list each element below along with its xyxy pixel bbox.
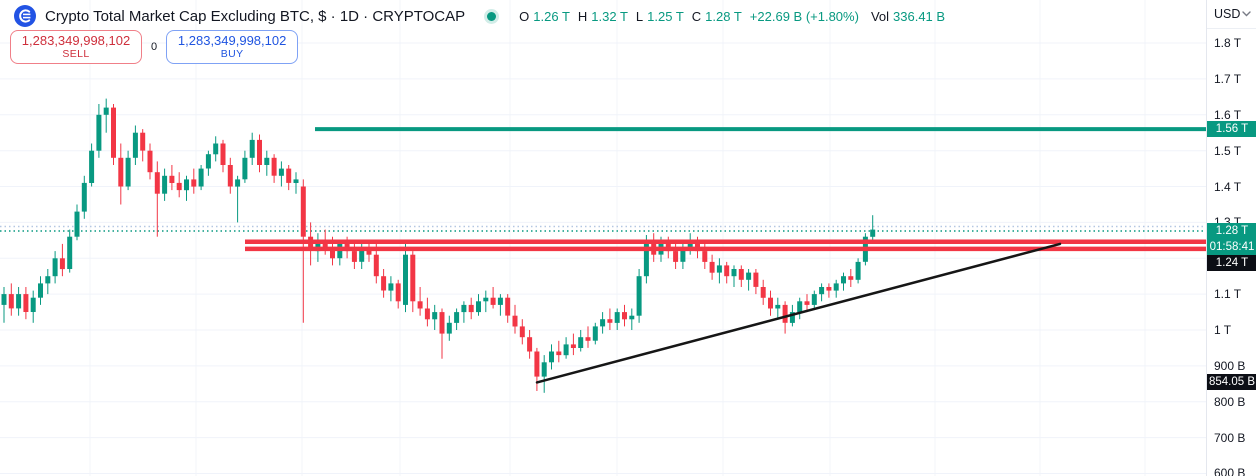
currency-label: USD [1214,7,1241,21]
chart-header: Crypto Total Market Cap Excluding BTC, $… [14,5,949,27]
axis-tick: 800 B [1214,395,1246,409]
volume-value: 336.41 B [893,8,946,24]
sell-label: SELL [62,48,90,61]
low-value: 1.25 T [647,8,684,24]
ohlc-readout: O 1.26 T H 1.32 T L 1.25 T C 1.28 T +22.69 B… [519,9,949,24]
axis-tick: 1 T [1214,323,1232,337]
sell-button[interactable]: 1,283,349,998,102 SELL [10,30,142,64]
countdown: 01:58:41 [1209,241,1255,253]
price-label-trendline-start: 854.05 B [1207,374,1256,390]
axis-tick: 1.7 T [1214,72,1242,86]
price-axis[interactable]: USD 1.8 T1.7 T1.6 T1.5 T1.4 T1.3 T1.2 T1… [1206,0,1256,476]
close-label: C [691,8,702,24]
trade-panel: 1,283,349,998,102 SELL 0 1,283,349,998,1… [10,30,299,64]
spread-value: 0 [151,41,158,53]
chart-canvas[interactable] [0,0,1206,476]
axis-tick: 600 B [1214,466,1246,476]
sell-price: 1,283,349,998,102 [21,32,131,48]
low-label: L [635,8,644,24]
axis-tick: 900 B [1214,359,1246,373]
open-value: 1.26 T [533,8,570,24]
price-label-trendline-end: 1.24 T [1207,255,1256,271]
axis-tick: 1.1 T [1214,287,1242,301]
buy-label: BUY [220,48,244,61]
volume-label: Vol [870,8,890,24]
buy-button[interactable]: 1,283,349,998,102 BUY [166,30,299,64]
open-label: O [519,8,530,24]
symbol-title[interactable]: Crypto Total Market Cap Excluding BTC, $… [45,7,466,25]
high-label: H [577,8,588,24]
axis-tick: 700 B [1214,431,1246,445]
trendline[interactable] [535,242,1062,384]
symbol-logo-icon [14,5,36,27]
axis-tick: 1.6 T [1214,108,1242,122]
axis-tick: 1.4 T [1214,180,1242,194]
axis-tick: 1.5 T [1214,144,1242,158]
close-value: 1.28 T [705,8,742,24]
chevron-down-icon [1242,11,1251,17]
change-value: +22.69 B (+1.80%) [749,8,859,24]
price-label-last: 1.28 T 01:58:41 [1207,223,1256,255]
high-value: 1.32 T [591,8,628,24]
buy-price: 1,283,349,998,102 [177,32,287,48]
market-status-icon [487,11,497,21]
price-label-resistance: 1.56 T [1207,121,1256,137]
last-price-text: 1.28 T [1215,225,1249,237]
axis-tick: 1.8 T [1214,36,1242,50]
currency-selector[interactable]: USD [1207,0,1256,29]
candles-layer [1,98,876,393]
